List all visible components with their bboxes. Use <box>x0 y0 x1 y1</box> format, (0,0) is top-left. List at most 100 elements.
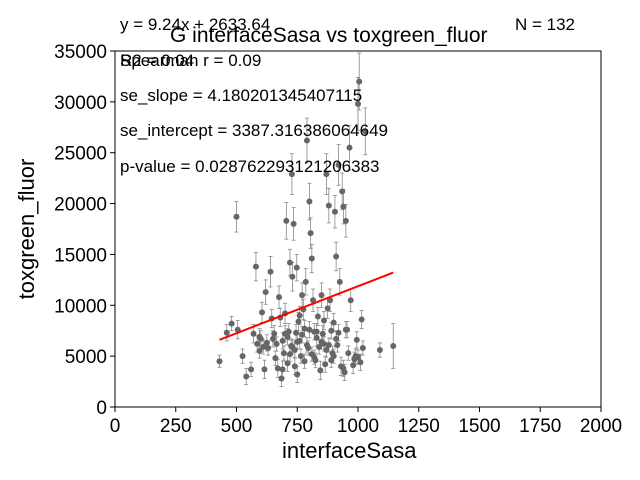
data-point <box>256 348 263 355</box>
data-point <box>376 347 383 354</box>
data-point <box>318 292 325 299</box>
data-point <box>263 339 270 346</box>
data-point <box>280 350 287 357</box>
data-point <box>228 320 235 327</box>
y-axis-ticks: 0 5000 10000 15000 20000 25000 30000 35000 <box>54 42 115 419</box>
data-point <box>335 329 342 336</box>
data-point <box>278 375 285 382</box>
data-point <box>273 340 280 347</box>
data-point <box>334 341 341 348</box>
data-point <box>269 335 276 342</box>
data-point <box>295 318 302 325</box>
data-point <box>311 354 318 361</box>
data-point <box>340 365 347 372</box>
data-point <box>358 316 365 323</box>
data-point <box>271 330 278 337</box>
spearman-r: Spearman r = 0.09 <box>120 51 262 70</box>
data-point <box>357 359 364 366</box>
data-point <box>216 358 223 365</box>
sample-count: N = 132 <box>515 15 576 34</box>
x-tick-label: 750 <box>281 416 313 437</box>
data-point <box>335 161 342 168</box>
chart-title: G interfaceSasa vs toxgreen_fluor <box>170 24 488 47</box>
data-point <box>328 327 335 334</box>
data-point <box>340 203 347 210</box>
data-point <box>233 213 240 220</box>
data-point <box>260 343 267 350</box>
data-point <box>288 171 295 178</box>
y-tick-label: 0 <box>96 398 107 419</box>
data-point <box>308 255 315 262</box>
regression-equation: y = 9.24x + 2633.64 <box>120 15 271 34</box>
data-point <box>325 341 332 348</box>
data-point <box>261 366 268 373</box>
data-point <box>303 137 310 144</box>
data-point <box>317 367 324 374</box>
x-tick-label: 0 <box>110 416 121 437</box>
data-point <box>342 217 349 224</box>
y-tick-label: 20000 <box>54 195 107 216</box>
data-point <box>284 333 291 340</box>
x-tick-label: 500 <box>221 416 253 437</box>
regression-line <box>219 271 394 341</box>
data-point <box>239 353 246 360</box>
data-point <box>318 338 325 345</box>
data-point <box>330 319 337 326</box>
data-point <box>313 328 320 335</box>
x-tick-label: 1000 <box>337 416 379 437</box>
data-point <box>286 259 293 266</box>
data-point <box>294 371 301 378</box>
data-point <box>256 333 263 340</box>
data-point <box>316 343 323 350</box>
r-squared: R2 = 0.04 <box>120 51 195 70</box>
data-point <box>345 350 352 357</box>
data-point <box>322 361 329 368</box>
p-value: p-value = 0.028762293121206383 <box>120 157 380 176</box>
data-point <box>306 198 313 205</box>
data-point <box>290 220 297 227</box>
data-point <box>299 331 306 338</box>
x-tick-label: 2000 <box>580 416 622 437</box>
data-point <box>359 345 366 352</box>
data-point <box>331 208 338 215</box>
data-point <box>333 253 340 260</box>
data-point <box>276 294 283 301</box>
data-point <box>342 326 349 333</box>
data-point <box>289 273 296 280</box>
data-point <box>301 325 308 332</box>
data-point <box>320 317 327 324</box>
data-point <box>272 355 279 362</box>
data-point <box>223 329 230 336</box>
data-point <box>353 336 360 343</box>
data-point <box>293 264 300 271</box>
data-point <box>274 365 281 372</box>
data-point <box>333 335 340 342</box>
data-point <box>289 343 296 350</box>
data-point <box>286 351 293 358</box>
x-tick-label: 1250 <box>398 416 440 437</box>
x-axis-ticks: 0 250 500 750 1000 1250 1500 1750 2000 <box>110 407 622 437</box>
data-point <box>265 345 272 352</box>
x-axis-label: interfaceSasa <box>282 438 417 463</box>
data-point <box>252 263 259 270</box>
data-point <box>336 278 343 285</box>
data-point <box>351 356 358 363</box>
data-point <box>301 358 308 365</box>
data-point <box>346 144 353 151</box>
data-point <box>314 313 321 320</box>
data-point <box>327 297 334 304</box>
data-point <box>347 297 354 304</box>
data-point <box>323 171 330 178</box>
data-point <box>250 330 257 337</box>
data-point <box>328 357 335 364</box>
data-point <box>283 217 290 224</box>
data-point <box>254 340 261 347</box>
data-point <box>259 309 266 316</box>
x-tick-label: 1750 <box>519 416 561 437</box>
y-tick-label: 30000 <box>54 93 107 114</box>
data-point <box>293 329 300 336</box>
data-point <box>325 202 332 209</box>
data-point <box>279 366 286 373</box>
data-point <box>324 305 331 312</box>
y-axis-label: toxgreen_fluor <box>14 158 39 300</box>
